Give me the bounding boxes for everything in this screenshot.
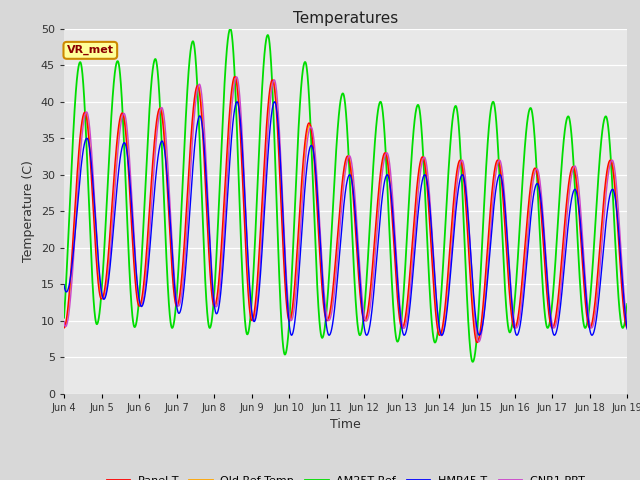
Text: VR_met: VR_met xyxy=(67,45,114,56)
Title: Temperatures: Temperatures xyxy=(293,11,398,26)
X-axis label: Time: Time xyxy=(330,418,361,431)
Y-axis label: Temperature (C): Temperature (C) xyxy=(22,160,35,262)
Legend: Panel T, Old Ref Temp, AM25T Ref, HMP45 T, CNR1 PRT: Panel T, Old Ref Temp, AM25T Ref, HMP45 … xyxy=(102,471,589,480)
